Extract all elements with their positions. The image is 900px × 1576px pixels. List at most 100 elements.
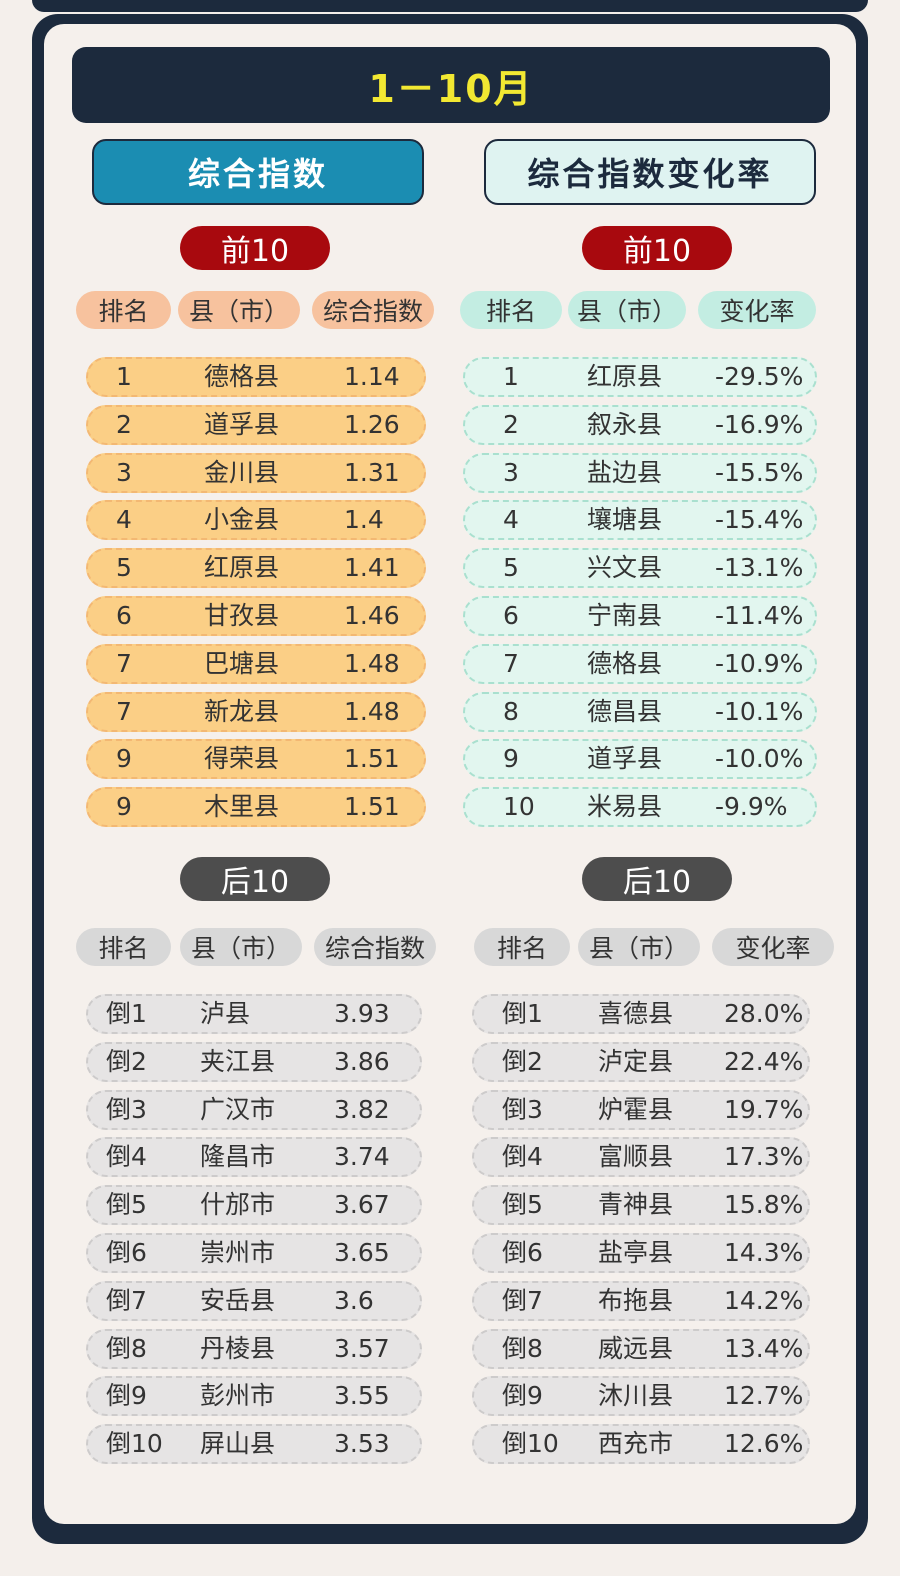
rank-cell: 1	[116, 362, 132, 391]
county-cell: 炉霍县	[598, 1094, 674, 1124]
county-cell: 道孚县	[587, 744, 663, 774]
table-row: 3 盐边县 -15.5%	[463, 452, 817, 493]
value-cell: 1.41	[344, 553, 400, 583]
rank-cell: 倒1	[502, 999, 543, 1028]
composite-index-header: 综合指数	[92, 139, 424, 205]
table-row: 倒10 西充市 12.6%	[472, 1424, 810, 1465]
rank-column-header: 排名	[76, 291, 171, 329]
county-cell: 宁南县	[587, 601, 663, 630]
rank-column-header: 排名	[474, 928, 570, 966]
rank-cell: 4	[503, 505, 519, 535]
rank-cell: 倒7	[106, 1285, 147, 1315]
value-cell: 1.14	[344, 362, 400, 391]
county-column-header: 县（市）	[180, 928, 302, 966]
value-cell: 3.82	[334, 1094, 390, 1124]
table-row: 7 德格县 -10.9%	[463, 643, 817, 684]
rank-cell: 2	[503, 409, 519, 439]
county-cell: 丹棱县	[200, 1333, 276, 1363]
county-cell: 什邡市	[200, 1190, 276, 1220]
rank-cell: 9	[116, 744, 132, 774]
county-cell: 巴塘县	[204, 648, 280, 678]
rank-cell: 倒6	[106, 1238, 147, 1267]
value-cell: 17.3%	[724, 1142, 804, 1172]
table-row: 8 德昌县 -10.1%	[463, 691, 817, 732]
rank-cell: 倒4	[106, 1142, 147, 1172]
rank-cell: 倒1	[106, 999, 147, 1028]
county-column-header: 县（市）	[178, 291, 300, 329]
rate-column-header: 变化率	[698, 291, 816, 329]
rank-cell: 3	[503, 457, 519, 487]
value-cell: -29.5%	[715, 362, 804, 391]
county-cell: 沐川县	[598, 1381, 674, 1411]
county-cell: 西充市	[598, 1429, 674, 1459]
value-cell: 3.55	[334, 1381, 390, 1411]
value-cell: 12.6%	[724, 1429, 804, 1459]
rank-cell: 倒4	[502, 1142, 543, 1172]
rank-cell: 9	[503, 744, 519, 774]
county-cell: 金川县	[204, 457, 280, 487]
rank-cell: 9	[116, 792, 132, 822]
rank-cell: 倒2	[502, 1046, 543, 1076]
county-cell: 叙永县	[587, 409, 663, 439]
value-cell: -9.9%	[715, 792, 788, 822]
rank-cell: 6	[503, 601, 519, 630]
rank-cell: 倒3	[106, 1094, 147, 1124]
rank-cell: 6	[116, 601, 132, 630]
county-cell: 布拖县	[598, 1285, 674, 1315]
value-cell: 19.7%	[724, 1094, 804, 1124]
table-row: 倒10 屏山县 3.53	[86, 1424, 422, 1465]
table-row: 4 小金县 1.4	[86, 500, 426, 541]
rank-cell: 倒5	[502, 1190, 543, 1220]
rate-column-header: 变化率	[712, 928, 834, 966]
rank-cell: 8	[503, 696, 519, 726]
county-cell: 广汉市	[200, 1094, 276, 1124]
value-cell: 3.67	[334, 1190, 390, 1220]
county-cell: 盐边县	[587, 457, 663, 487]
top-decor-strip	[32, 0, 868, 12]
value-cell: 1.46	[344, 601, 400, 630]
value-cell: 3.93	[334, 999, 390, 1028]
rank-cell: 10	[503, 792, 535, 822]
table-row: 9 得荣县 1.51	[86, 739, 426, 780]
county-cell: 木里县	[204, 792, 280, 822]
table-row: 5 红原县 1.41	[86, 548, 426, 589]
county-cell: 红原县	[204, 553, 280, 583]
value-cell: 1.4	[344, 505, 384, 535]
value-cell: 28.0%	[724, 999, 804, 1028]
rank-cell: 7	[116, 648, 132, 678]
rank-cell: 倒10	[502, 1429, 559, 1459]
table-row: 10 米易县 -9.9%	[463, 787, 817, 828]
table-row: 倒8 威远县 13.4%	[472, 1328, 810, 1369]
county-cell: 德格县	[204, 362, 280, 391]
county-column-header: 县（市）	[578, 928, 700, 966]
rank-cell: 倒5	[106, 1190, 147, 1220]
value-cell: -11.4%	[715, 601, 804, 630]
value-cell: 14.3%	[724, 1238, 804, 1267]
table-row: 倒5 青神县 15.8%	[472, 1185, 810, 1226]
table-row: 7 巴塘县 1.48	[86, 643, 426, 684]
value-cell: 15.8%	[724, 1190, 804, 1220]
county-cell: 夹江县	[200, 1046, 276, 1076]
rank-cell: 5	[116, 553, 132, 583]
county-cell: 小金县	[204, 505, 280, 535]
value-cell: -15.5%	[715, 457, 804, 487]
county-cell: 壤塘县	[587, 505, 663, 535]
rank-cell: 7	[503, 648, 519, 678]
county-cell: 威远县	[598, 1333, 674, 1363]
county-cell: 青神县	[598, 1190, 674, 1220]
table-row: 倒2 泸定县 22.4%	[472, 1041, 810, 1082]
table-row: 倒4 隆昌市 3.74	[86, 1137, 422, 1178]
county-cell: 德昌县	[587, 696, 663, 726]
rank-cell: 7	[116, 696, 132, 726]
county-cell: 泸定县	[598, 1046, 674, 1076]
value-cell: -10.1%	[715, 696, 804, 726]
county-cell: 隆昌市	[200, 1142, 276, 1172]
county-cell: 彭州市	[200, 1381, 276, 1411]
value-cell: -10.9%	[715, 648, 804, 678]
rank-cell: 倒7	[502, 1285, 543, 1315]
county-cell: 安岳县	[200, 1285, 276, 1315]
value-cell: 13.4%	[724, 1333, 804, 1363]
county-cell: 德格县	[587, 648, 663, 678]
county-cell: 新龙县	[204, 696, 280, 726]
rank-cell: 倒2	[106, 1046, 147, 1076]
